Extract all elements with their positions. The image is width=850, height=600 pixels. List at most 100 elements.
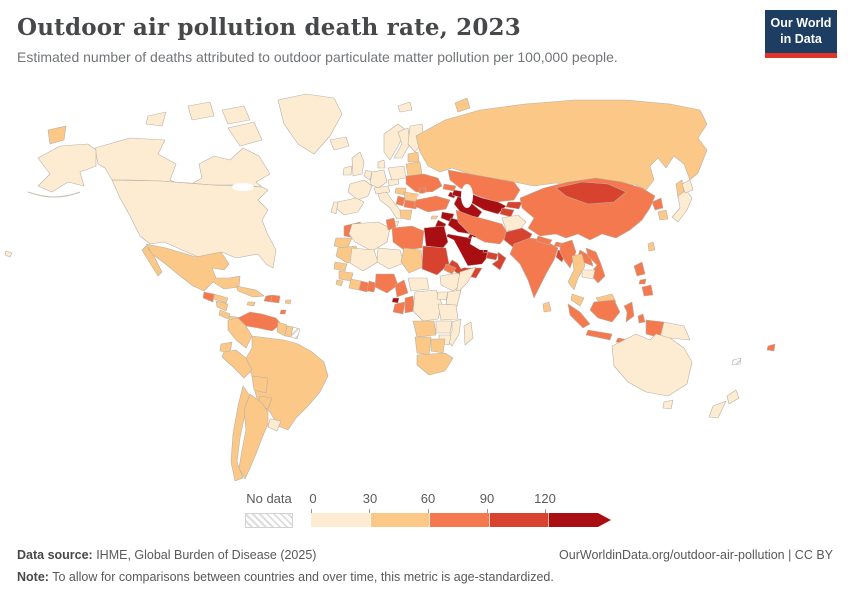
region-poland[interactable]: [387, 165, 407, 181]
region-trinidad-and-tobago[interactable]: [279, 309, 287, 315]
region-afghanistan[interactable]: [501, 214, 527, 233]
region-somalia[interactable]: [455, 266, 477, 295]
region-philippines-luzon[interactable]: [633, 261, 646, 277]
region-fiji[interactable]: [766, 343, 776, 352]
region-sierra-leone[interactable]: [335, 279, 344, 287]
region-egypt[interactable]: [423, 225, 449, 249]
region-united-states[interactable]: [111, 179, 277, 269]
region-equatorial-guinea[interactable]: [391, 297, 400, 304]
region-thailand[interactable]: [567, 253, 586, 291]
region-nepal[interactable]: [535, 235, 553, 246]
region-mozambique[interactable]: [446, 318, 462, 347]
region-cameroon[interactable]: [394, 279, 409, 298]
region-uganda[interactable]: [436, 291, 449, 301]
region-costa-rica[interactable]: [218, 309, 231, 320]
region-ghana[interactable]: [358, 280, 370, 293]
region-haiti[interactable]: [263, 294, 273, 303]
region-honduras[interactable]: [213, 293, 229, 304]
region-united-states-hawaii[interactable]: [4, 250, 13, 258]
region-argentina[interactable]: [238, 393, 269, 480]
region-united-arab-emirates[interactable]: [485, 251, 499, 261]
region-japan-hokkaido[interactable]: [681, 179, 694, 194]
owid-logo[interactable]: Our World in Data: [765, 10, 837, 59]
region-peru[interactable]: [221, 349, 253, 379]
region-colombia[interactable]: [227, 317, 253, 349]
region-new-zealand-south[interactable]: [708, 400, 727, 419]
region-australia-tasmania[interactable]: [662, 399, 674, 410]
region-iceland[interactable]: [329, 136, 350, 151]
legend-no-data-swatch[interactable]: [245, 513, 293, 528]
region-kyrgyzstan[interactable]: [505, 201, 523, 210]
region-japan[interactable]: [671, 189, 693, 223]
legend-band-120-plus[interactable]: [549, 513, 611, 527]
legend-band-0-30[interactable]: [311, 513, 371, 527]
region-namibia[interactable]: [414, 336, 432, 356]
region-central-african-republic[interactable]: [407, 277, 430, 292]
region-russia-novaya-zemlya[interactable]: [454, 97, 471, 113]
region-belarus[interactable]: [405, 161, 423, 177]
region-ukraine[interactable]: [405, 173, 443, 193]
region-nicaragua[interactable]: [215, 300, 229, 312]
region-united-states-alaska[interactable]: [37, 143, 97, 193]
region-gabon[interactable]: [392, 301, 406, 315]
legend-band-90-120[interactable]: [489, 513, 549, 527]
region-united-kingdom[interactable]: [351, 151, 365, 177]
region-france[interactable]: [347, 179, 373, 201]
region-kenya[interactable]: [445, 289, 462, 307]
region-denmark[interactable]: [377, 159, 386, 169]
region-libya[interactable]: [391, 225, 425, 251]
region-greece[interactable]: [399, 209, 413, 221]
region-indonesia-maluku[interactable]: [637, 313, 646, 324]
region-oman[interactable]: [491, 251, 507, 271]
region-uruguay[interactable]: [267, 418, 282, 432]
region-india[interactable]: [509, 237, 559, 299]
region-russia-chukotka[interactable]: [47, 125, 67, 145]
region-ireland[interactable]: [342, 165, 353, 176]
region-canada[interactable]: [94, 137, 271, 188]
region-indonesia-sumatra[interactable]: [567, 303, 591, 329]
region-cuba[interactable]: [235, 285, 265, 298]
legend-band-30-60[interactable]: [370, 513, 430, 527]
region-dominican-republic[interactable]: [270, 294, 281, 304]
region-myanmar[interactable]: [559, 239, 577, 269]
region-puerto-rico[interactable]: [284, 299, 292, 305]
region-mongolia[interactable]: [555, 181, 627, 205]
region-cambodia[interactable]: [581, 269, 596, 280]
region-taiwan[interactable]: [647, 241, 656, 252]
region-svalbard[interactable]: [397, 101, 413, 113]
region-botswana[interactable]: [430, 338, 446, 354]
region-bolivia[interactable]: [251, 375, 269, 394]
region-guatemala[interactable]: [202, 291, 215, 303]
region-dr-congo[interactable]: [412, 289, 443, 322]
region-philippines-visayas[interactable]: [638, 278, 647, 285]
region-spain[interactable]: [335, 197, 365, 216]
region-benin[interactable]: [366, 280, 377, 293]
region-canada[interactable]: [145, 111, 167, 127]
region-italy[interactable]: [377, 191, 405, 220]
region-germany[interactable]: [369, 169, 388, 189]
region-indonesia-borneo[interactable]: [589, 299, 621, 323]
region-sudan[interactable]: [421, 245, 450, 276]
region-mali[interactable]: [349, 247, 379, 272]
region-niger[interactable]: [376, 247, 405, 270]
region-sri-lanka[interactable]: [542, 301, 552, 313]
region-chad[interactable]: [400, 247, 424, 274]
region-madagascar[interactable]: [463, 321, 474, 346]
region-canada[interactable]: [187, 101, 215, 121]
region-tanzania[interactable]: [437, 303, 459, 321]
region-canada[interactable]: [221, 105, 251, 125]
region-north-korea[interactable]: [651, 197, 664, 211]
region-algeria[interactable]: [348, 221, 391, 252]
region-bulgaria[interactable]: [403, 199, 419, 210]
region-philippines-mindanao[interactable]: [641, 284, 654, 297]
region-mexico-baja[interactable]: [141, 245, 163, 277]
canonical-url[interactable]: OurWorldinData.org/outdoor-air-pollution…: [559, 548, 833, 562]
region-jamaica[interactable]: [246, 301, 256, 307]
region-portugal[interactable]: [330, 201, 339, 215]
region-turkey[interactable]: [413, 195, 451, 213]
region-mexico[interactable]: [145, 243, 241, 292]
region-tajikistan[interactable]: [499, 207, 515, 218]
region-south-africa[interactable]: [416, 352, 454, 376]
region-zambia[interactable]: [435, 320, 453, 334]
region-angola[interactable]: [412, 320, 437, 338]
